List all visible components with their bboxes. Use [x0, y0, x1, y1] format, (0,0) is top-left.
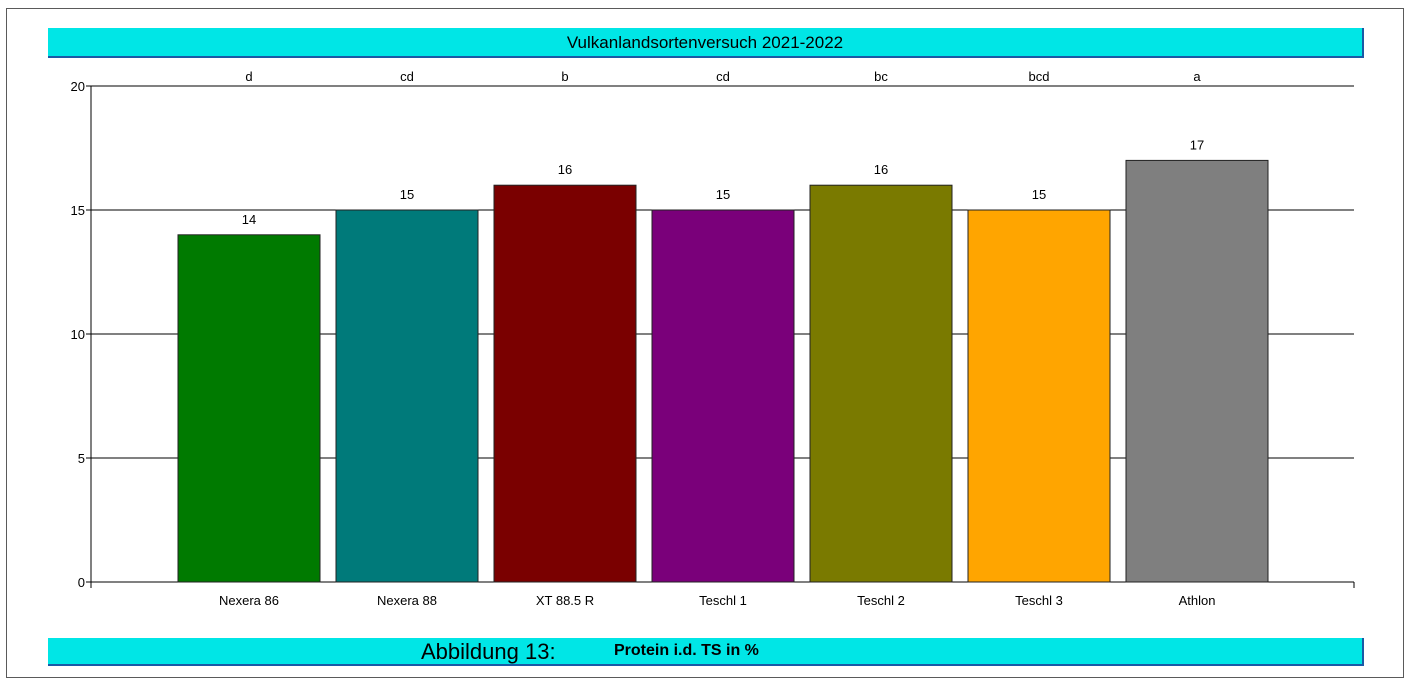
x-tick-label: Athlon: [1179, 593, 1216, 608]
caption-banner: Abbildung 13: Protein i.d. TS in %: [48, 638, 1364, 666]
y-tick-label: 0: [78, 575, 85, 590]
y-tick-label: 10: [71, 327, 85, 342]
figure-frame: [6, 8, 1404, 678]
y-tick-label: 20: [71, 79, 85, 94]
x-tick-label: Teschl 2: [857, 593, 905, 608]
bar: [651, 209, 795, 583]
significance-letter: cd: [716, 69, 730, 84]
bar-value-label: 15: [400, 187, 414, 202]
significance-letter: bcd: [1029, 69, 1050, 84]
bar: [335, 209, 479, 583]
y-tick-label: 5: [78, 451, 85, 466]
bar-value-label: 14: [242, 212, 256, 227]
x-tick-label: XT 88.5 R: [536, 593, 594, 608]
bar-value-label: 17: [1190, 137, 1204, 152]
x-tick-label: Teschl 3: [1015, 593, 1063, 608]
bar-chart: 0 5 10 15 20 14 d Nexera 86 15 cd Nexera 88 16 b XT 8…: [71, 69, 1355, 608]
bar: [1125, 159, 1269, 583]
x-tick-label: Nexera 88: [377, 593, 437, 608]
chart-title: Vulkanlandsortenversuch 2021-2022: [566, 33, 844, 52]
bar-value-label: 16: [874, 162, 888, 177]
title-banner: Vulkanlandsortenversuch 2021-2022: [48, 28, 1364, 58]
x-tick-label: Nexera 86: [219, 593, 279, 608]
figure-description: Protein i.d. TS in %: [614, 642, 759, 659]
x-tick-label: Teschl 1: [699, 593, 747, 608]
bar: [967, 209, 1111, 583]
bar-value-label: 16: [558, 162, 572, 177]
significance-letter: d: [245, 69, 252, 84]
significance-letter: cd: [400, 69, 414, 84]
bar: [809, 184, 953, 583]
significance-letter: b: [561, 69, 568, 84]
significance-letter: a: [1193, 69, 1201, 84]
bar: [493, 184, 637, 583]
bar-value-label: 15: [1032, 187, 1046, 202]
y-tick-label: 15: [71, 203, 85, 218]
bar-value-label: 15: [716, 187, 730, 202]
figure-number: Abbildung 13:: [421, 639, 556, 664]
bar: [177, 234, 321, 583]
significance-letter: bc: [874, 69, 888, 84]
